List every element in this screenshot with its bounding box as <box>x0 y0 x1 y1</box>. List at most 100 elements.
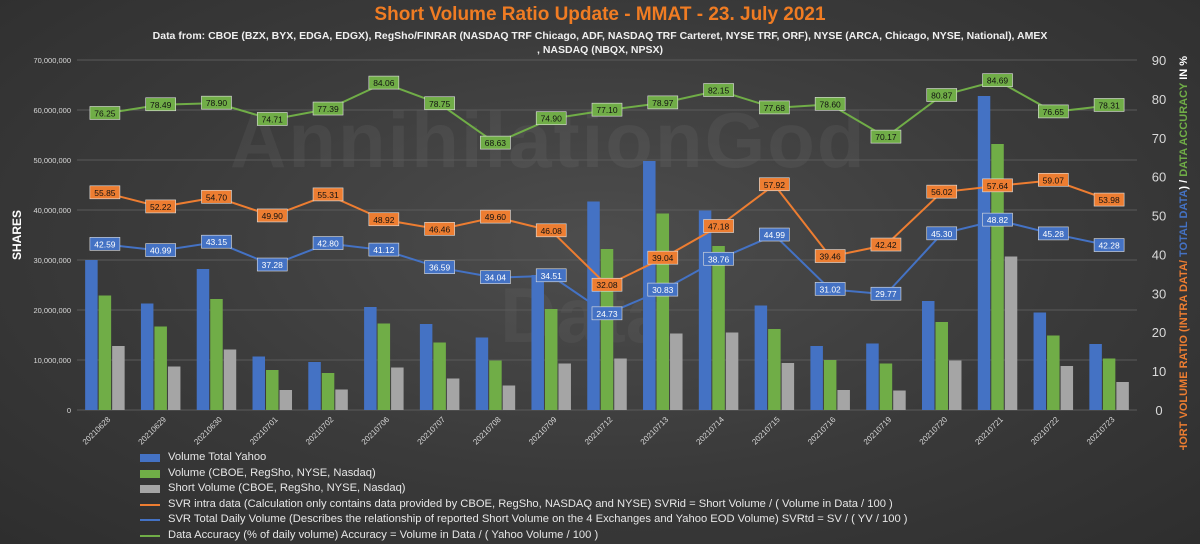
data-label-accuracy: 78.90 <box>206 98 228 108</box>
data-label-svr-intra: 53.98 <box>1098 195 1120 205</box>
y2-axis-label-part: TOTAL DATA <box>1178 190 1190 257</box>
data-label-box <box>759 227 790 242</box>
data-label-box <box>870 286 902 301</box>
data-label-box <box>201 95 232 110</box>
data-label-box <box>1093 192 1125 207</box>
data-label-svr-total: 44.99 <box>764 230 786 240</box>
bar-volume-yahoo <box>531 275 544 410</box>
data-label-accuracy: 78.49 <box>150 100 172 110</box>
data-label-box <box>89 237 121 251</box>
data-label-box <box>424 222 455 236</box>
bar-volume-yahoo <box>252 356 266 410</box>
data-label-box <box>1093 98 1125 112</box>
bar-volume-yahoo <box>140 303 154 410</box>
data-label-box <box>535 268 567 283</box>
data-label-svr-total: 41.12 <box>373 245 395 255</box>
data-label-svr-intra: 48.92 <box>373 215 395 225</box>
data-label-svr-intra: 55.85 <box>94 188 116 198</box>
legend-label: Short Volume (CBOE, RegSho, NYSE, Nasdaq… <box>168 482 406 494</box>
legend-swatch <box>140 485 160 493</box>
data-label-svr-intra: 49.60 <box>485 212 507 222</box>
data-label-box <box>814 97 846 111</box>
bar-short-volume <box>893 390 906 410</box>
data-label-box <box>814 249 846 263</box>
data-label-accuracy: 84.69 <box>987 76 1009 86</box>
data-label-svr-intra: 57.92 <box>764 180 786 190</box>
x-tick-label: 20210719 <box>862 415 894 447</box>
data-label-box <box>647 95 679 110</box>
bar-short-volume <box>1004 256 1018 410</box>
data-label-svr-intra: 39.04 <box>652 253 674 263</box>
bar-short-volume <box>558 363 571 410</box>
y-tick-label: 10,000,000 <box>33 356 71 365</box>
data-label-svr-total: 42.28 <box>1098 241 1120 251</box>
data-label-svr-intra: 57.64 <box>987 181 1009 191</box>
data-label-box <box>870 237 902 252</box>
bar-volume-exchanges <box>544 309 558 410</box>
combo-chart: 0 10,000,000 20,000,000 30,000,000 40,000,00… <box>10 53 1190 450</box>
bar-short-volume <box>335 389 348 410</box>
data-label-svr-intra: 46.08 <box>541 226 563 236</box>
data-label-accuracy: 74.71 <box>262 114 284 124</box>
y2-tick-label: 30 <box>1152 286 1166 301</box>
bar-short-volume <box>167 366 181 410</box>
x-tick-label: 20210701 <box>248 415 280 447</box>
data-label-box <box>647 282 679 297</box>
data-label-box <box>647 250 679 265</box>
data-label-accuracy: 70.17 <box>875 132 897 142</box>
legend-label: SVR intra data (Calculation only contain… <box>168 497 893 510</box>
bar-short-volume <box>725 332 739 410</box>
data-label-accuracy: 78.60 <box>820 99 842 109</box>
bar-volume-yahoo <box>196 269 210 410</box>
data-label-box <box>535 111 567 126</box>
bar-short-volume <box>614 358 627 410</box>
data-label-box <box>1038 104 1069 119</box>
data-label-box <box>926 184 958 199</box>
data-label-box <box>256 112 288 126</box>
data-label-box <box>814 282 846 296</box>
data-label-svr-intra: 39.46 <box>820 252 842 262</box>
data-label-box <box>926 226 958 241</box>
data-label-box <box>1038 172 1069 187</box>
data-label-svr-intra: 47.18 <box>708 222 730 232</box>
data-label-accuracy: 76.65 <box>1043 107 1065 117</box>
y2-axis-label-part: SHORT VOLUME RATIO (INTRA DATA/ <box>1178 257 1190 450</box>
data-label-box <box>1093 238 1125 252</box>
x-tick-label: 20210629 <box>137 415 169 447</box>
x-tick-label: 20210709 <box>527 415 559 447</box>
data-label-box <box>89 106 121 120</box>
data-label-svr-intra: 56.02 <box>931 187 953 197</box>
bar-volume-exchanges <box>991 144 1004 410</box>
data-label-box <box>312 236 344 250</box>
bar-volume-yahoo <box>977 96 991 410</box>
bar-short-volume <box>223 349 237 410</box>
data-label-accuracy: 80.87 <box>931 91 953 101</box>
bar-volume-exchanges <box>935 322 948 410</box>
x-tick-label: 20210628 <box>81 415 113 447</box>
watermark-secondary: Data <box>500 270 669 361</box>
data-label-box <box>926 88 958 102</box>
data-label-svr-intra: 32.08 <box>596 280 618 290</box>
legend-swatch <box>140 469 160 478</box>
data-label-box <box>145 243 176 257</box>
y-tick-label: 40,000,000 <box>33 206 71 215</box>
y2-tick-label: 80 <box>1152 92 1166 107</box>
y2-axis-label-part: IN % <box>1178 56 1190 83</box>
bar-volume-exchanges <box>433 342 446 410</box>
legend-label: Data Accuracy (% of daily volume) Accura… <box>168 528 599 541</box>
x-tick-label: 20210714 <box>694 415 726 447</box>
x-tick-label: 20210707 <box>416 415 448 447</box>
y2-axis-label-part: ) / <box>1178 177 1190 190</box>
bar-volume-yahoo <box>475 337 489 410</box>
data-label-box <box>424 260 455 275</box>
data-label-svr-total: 31.02 <box>820 284 842 294</box>
y-axis-label: SHARES <box>10 210 24 260</box>
x-tick-label: 20210722 <box>1029 415 1061 447</box>
bar-volume-yahoo <box>866 343 879 410</box>
bar-volume-yahoo <box>85 260 98 410</box>
bar-short-volume <box>502 385 516 410</box>
bar-volume-exchanges <box>823 360 837 410</box>
data-label-accuracy: 82.15 <box>708 86 730 96</box>
bar-volume-yahoo <box>810 346 823 410</box>
y-tick-label: 20,000,000 <box>33 306 71 315</box>
